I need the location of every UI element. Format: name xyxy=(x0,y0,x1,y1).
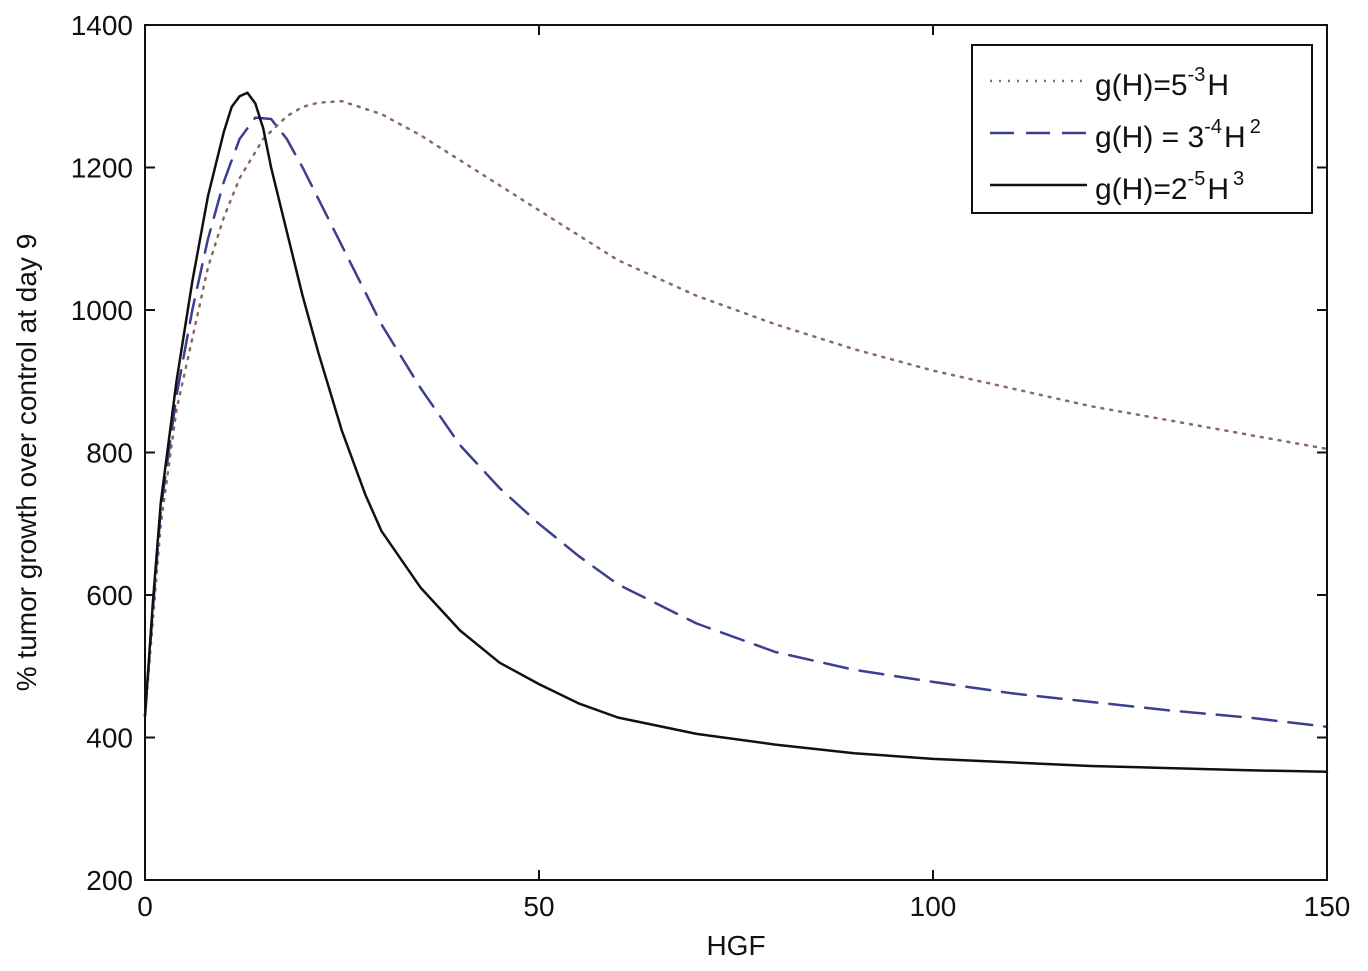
x-axis-label: HGF xyxy=(706,930,765,961)
legend-label-power: 3 xyxy=(1233,168,1244,190)
legend-label-2: g(H) = 3-4H 2 xyxy=(1095,116,1261,154)
y-tick-label: 800 xyxy=(86,438,133,469)
axis-tick-labels: 0 50 100 150 200 400 600 800 1000 1200 1400 xyxy=(71,10,1351,922)
series-line-2 xyxy=(143,116,1329,729)
y-tick-label: 400 xyxy=(86,723,133,754)
legend-label-1: g(H)=5-3H xyxy=(1095,64,1229,102)
legend-label-base: g(H)=5 xyxy=(1095,69,1188,102)
series-line-1 xyxy=(143,99,1329,718)
legend-label-base: g(H)=2 xyxy=(1095,173,1188,206)
y-tick-label: 1000 xyxy=(71,295,133,326)
y-tick-label: 1200 xyxy=(71,153,133,184)
plot-lines xyxy=(143,91,1329,773)
y-axis-label: % tumor growth over control at day 9 xyxy=(11,234,42,692)
legend-label-3: g(H)=2-5H 3 xyxy=(1095,168,1244,206)
series-line-3 xyxy=(143,91,1329,773)
axis-ticks xyxy=(144,24,1328,881)
y-tick-label: 1400 xyxy=(71,10,133,41)
x-tick-label: 50 xyxy=(523,891,554,922)
y-tick-label: 600 xyxy=(86,580,133,611)
x-tick-label: 100 xyxy=(910,891,957,922)
x-tick-label: 0 xyxy=(137,891,153,922)
legend-label-power: 2 xyxy=(1250,116,1261,138)
legend-label-base: g(H) = 3 xyxy=(1095,121,1204,154)
legend-label-variable: H xyxy=(1224,121,1246,154)
legend-label-variable: H xyxy=(1207,69,1229,102)
legend: g(H)=5-3Hg(H) = 3-4H 2g(H)=2-5H 3 xyxy=(971,44,1313,214)
legend-label-exponent: -3 xyxy=(1188,64,1206,86)
legend-label-exponent: -4 xyxy=(1204,116,1222,138)
x-tick-label: 150 xyxy=(1304,891,1351,922)
legend-label-exponent: -5 xyxy=(1188,168,1206,190)
legend-label-variable: H xyxy=(1207,173,1229,206)
y-tick-label: 200 xyxy=(86,865,133,896)
